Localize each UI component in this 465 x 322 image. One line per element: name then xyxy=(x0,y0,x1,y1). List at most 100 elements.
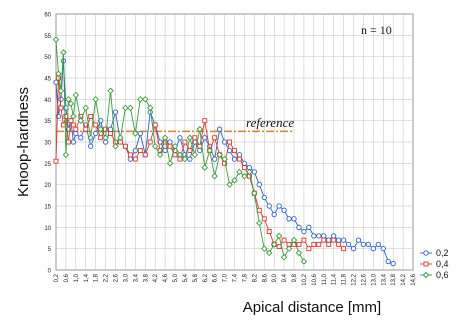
data-point xyxy=(341,246,347,252)
data-point xyxy=(182,139,188,145)
data-point xyxy=(172,152,178,158)
data-point xyxy=(380,246,386,252)
x-tick-label: 10,2 xyxy=(302,273,308,285)
x-tick-label: 3,4 xyxy=(133,273,139,282)
grid-lines xyxy=(55,13,414,271)
data-point xyxy=(93,122,99,128)
data-point xyxy=(102,134,109,141)
x-tick-label: 11,8 xyxy=(342,273,348,285)
data-point xyxy=(70,139,77,145)
y-tick-label: 45 xyxy=(44,77,51,83)
data-point xyxy=(181,155,189,163)
data-point xyxy=(87,134,94,141)
data-point xyxy=(127,152,133,158)
data-point xyxy=(266,229,272,235)
data-series xyxy=(52,36,396,267)
data-point xyxy=(340,237,347,243)
data-point xyxy=(55,70,62,77)
data-point xyxy=(53,158,59,164)
data-point xyxy=(326,237,332,243)
x-tick-label: 7,0 xyxy=(223,273,229,282)
x-tick-label: 9,4 xyxy=(282,273,288,282)
x-tick-label: 3,8 xyxy=(143,273,149,282)
data-point xyxy=(285,245,293,252)
data-point xyxy=(83,126,89,132)
data-point xyxy=(197,147,203,154)
data-point xyxy=(146,104,154,112)
data-point xyxy=(345,241,352,248)
data-point xyxy=(365,241,372,248)
data-point xyxy=(301,228,307,235)
data-point xyxy=(62,151,70,159)
data-point xyxy=(67,100,75,107)
data-point xyxy=(92,96,99,103)
data-point xyxy=(231,156,238,162)
y-tick-label: 50 xyxy=(44,55,51,61)
data-point xyxy=(316,241,322,247)
data-point xyxy=(70,113,77,120)
data-point xyxy=(97,125,104,133)
data-point xyxy=(191,151,199,159)
x-tick-label: 2,6 xyxy=(114,273,120,282)
data-point xyxy=(78,135,84,141)
data-point xyxy=(232,148,237,153)
data-point xyxy=(112,143,119,150)
data-point xyxy=(306,246,312,252)
data-point xyxy=(162,147,168,154)
x-tick-label: 1,0 xyxy=(74,273,80,282)
x-tick-label: 11,4 xyxy=(332,273,338,285)
data-point xyxy=(270,241,278,248)
x-tick-label: 0,6 xyxy=(64,273,70,282)
data-point xyxy=(156,151,164,159)
data-point xyxy=(52,36,60,43)
data-point xyxy=(187,156,193,162)
data-point xyxy=(290,236,298,244)
data-point xyxy=(423,250,429,256)
data-point xyxy=(335,237,342,243)
data-point xyxy=(216,151,223,159)
data-point xyxy=(256,207,262,213)
y-tick-label: 40 xyxy=(44,98,51,104)
x-tick-label: 9,0 xyxy=(272,273,278,282)
data-point xyxy=(177,135,183,141)
x-tick-label: 2,2 xyxy=(104,273,110,282)
data-point xyxy=(291,216,297,222)
data-point xyxy=(60,49,67,56)
series-0-2 xyxy=(53,58,396,267)
data-point xyxy=(98,135,104,141)
y-tick-label: 0 xyxy=(48,269,52,275)
data-point xyxy=(423,261,429,267)
data-point xyxy=(350,246,357,252)
x-tick-label: 6,6 xyxy=(213,273,219,282)
sample-size-annotation: n = 10 xyxy=(361,23,392,37)
x-tick-label: 8,6 xyxy=(262,273,268,282)
data-point xyxy=(281,207,287,213)
data-point xyxy=(161,134,169,141)
data-point xyxy=(231,177,238,184)
series-0-6 xyxy=(52,36,308,265)
data-point xyxy=(375,241,381,248)
data-point xyxy=(68,118,74,124)
data-point xyxy=(186,134,194,141)
data-point xyxy=(227,139,232,145)
x-tick-label: 1,4 xyxy=(84,273,90,282)
data-point xyxy=(73,126,79,132)
x-tick-label: 11,0 xyxy=(322,273,328,285)
y-tick-label: 20 xyxy=(44,183,51,189)
data-point xyxy=(117,134,124,141)
legend-entry: 0,6 xyxy=(420,270,449,280)
x-tick-label: 14,2 xyxy=(401,273,407,285)
data-point xyxy=(176,151,184,159)
data-point xyxy=(137,96,144,103)
data-point xyxy=(422,271,430,279)
y-tick-label: 10 xyxy=(44,226,51,232)
data-point xyxy=(385,258,391,265)
data-point xyxy=(331,237,337,243)
data-point xyxy=(132,156,138,162)
legend-label: 0,4 xyxy=(436,259,449,269)
y-tick-label: 25 xyxy=(44,162,51,168)
reference-label: reference xyxy=(246,115,294,130)
x-tick-label: 8,2 xyxy=(252,273,258,282)
data-point xyxy=(201,164,208,171)
